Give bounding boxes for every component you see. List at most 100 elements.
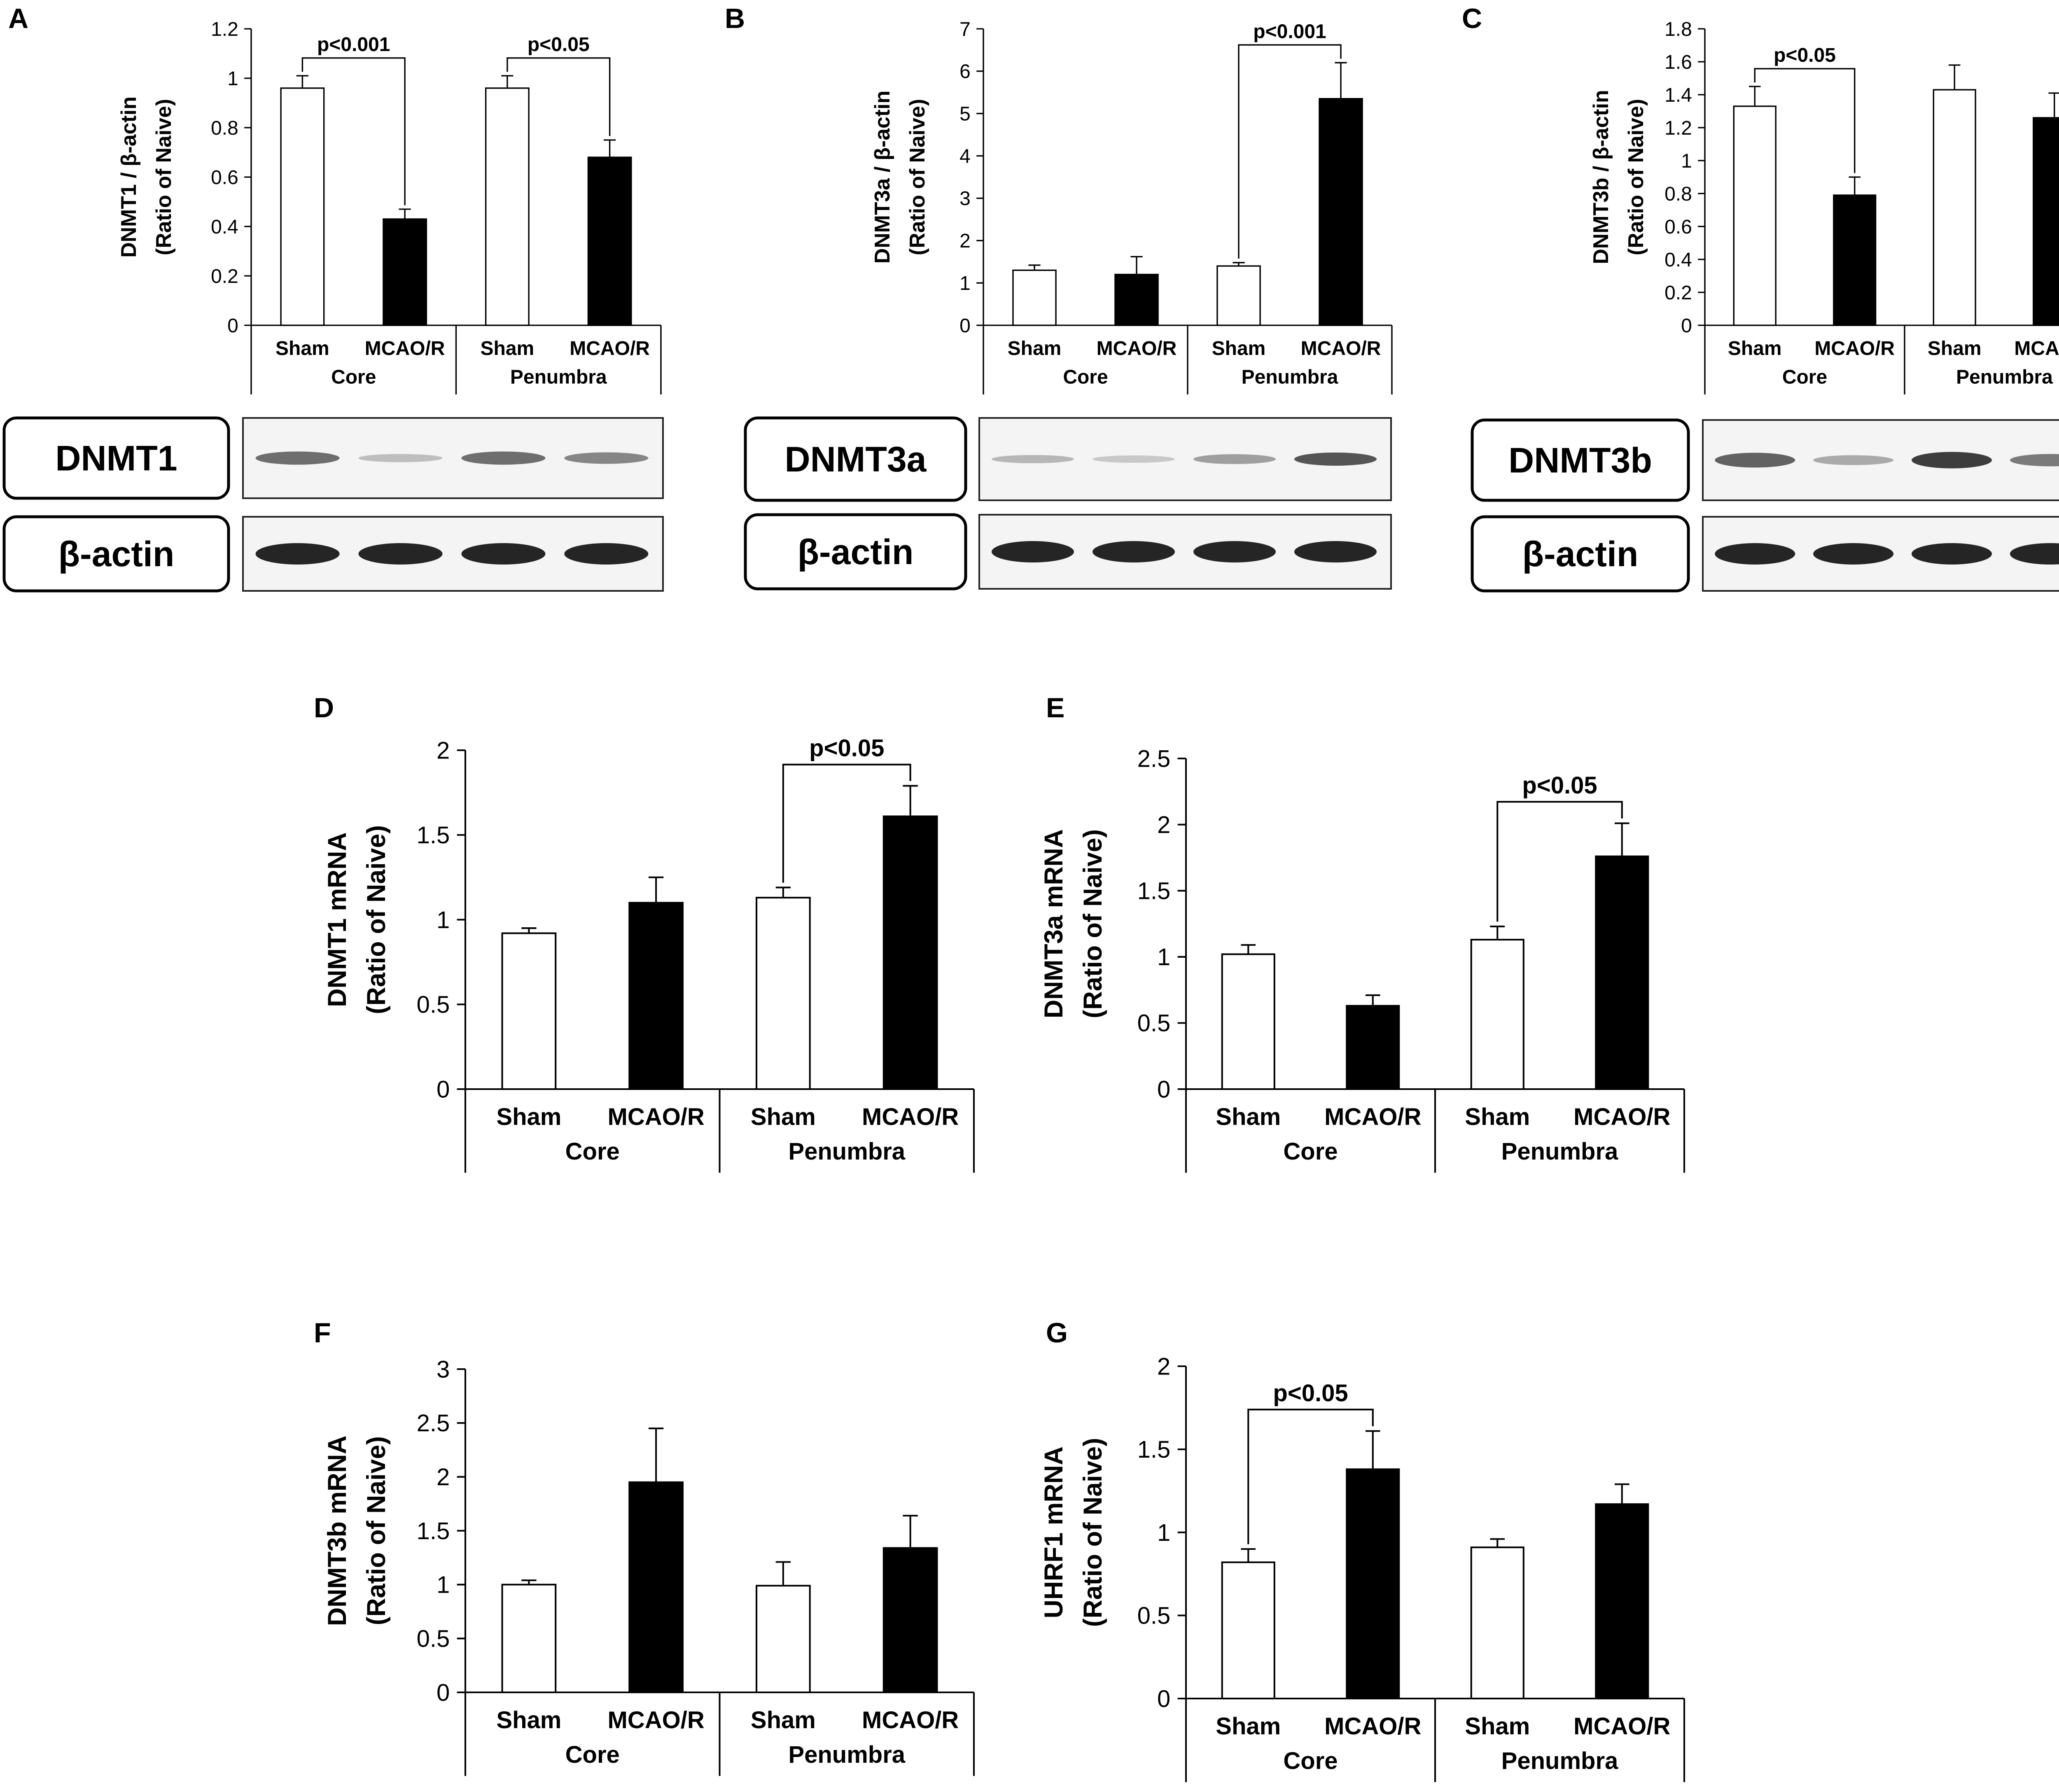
blot-band — [2010, 454, 2059, 467]
chart-f: 0 0.5 1 1.5 2 2.5 3 DNMT3b mRNA (Ratio of Naive)… — [323, 1356, 975, 1776]
blot-label-box — [744, 416, 967, 502]
y-axis-label: DNMT3b / β-actin — [1589, 90, 1613, 264]
y-axis-label: DNMT1 mRNA — [323, 832, 352, 1007]
y-tick-label: 2 — [1157, 1353, 1170, 1380]
blot-band — [1715, 453, 1795, 468]
blot-label-box — [1471, 515, 1690, 593]
blot-band — [1093, 455, 1175, 463]
bar-core-mcaor — [1346, 1005, 1400, 1090]
y-axis-label: (Ratio of Naive) — [1079, 829, 1107, 1018]
bar-penumbra-mcaor — [1319, 98, 1363, 326]
x-tick-label: Sham — [1008, 338, 1062, 359]
y-tick-label: 2 — [1157, 812, 1170, 838]
x-tick-label: MCAO/R — [1301, 338, 1381, 359]
x-tick-label: MCAO/R — [1097, 338, 1177, 359]
y-tick-label: 2 — [437, 737, 450, 764]
x-tick-label: Sham — [1928, 338, 1982, 359]
y-tick-label: 4 — [959, 145, 971, 167]
significance-label: p<0.05 — [1273, 1380, 1348, 1407]
group-label-core: Core — [331, 366, 376, 388]
blot-band — [255, 451, 340, 465]
significance-label: p<0.001 — [1253, 21, 1326, 42]
bar-core-sham — [1221, 953, 1275, 1090]
bar-penumbra-sham — [1470, 1546, 1524, 1700]
y-tick-label: 0.5 — [417, 1625, 450, 1652]
x-tick-label: Sham — [1216, 1713, 1281, 1740]
bar-penumbra-sham — [1216, 265, 1261, 326]
x-tick-label: Sham — [751, 1104, 816, 1130]
panel-letter-d: D — [314, 692, 334, 723]
significance-label: p<0.001 — [317, 34, 390, 56]
significance-bracket — [1247, 1409, 1374, 1545]
blot-label-beta-actin: β-actin — [1522, 534, 1639, 574]
y-tick-label: 1 — [437, 1572, 450, 1598]
x-tick-label: MCAO/R — [1573, 1713, 1670, 1740]
bar-penumbra-mcaor — [1595, 1503, 1649, 1700]
blot-label-box — [2, 416, 230, 500]
y-tick-label: 0 — [1157, 1076, 1170, 1103]
blot-band — [1093, 541, 1175, 562]
blot-band — [992, 541, 1074, 562]
group-label-penumbra: Penumbra — [788, 1138, 905, 1165]
bar-core-sham — [1733, 105, 1777, 326]
significance-bracket — [1238, 44, 1342, 259]
x-tick-label: Sham — [1216, 1104, 1281, 1130]
bar-core-mcaor — [383, 218, 427, 326]
x-tick-label: MCAO/R — [862, 1104, 959, 1130]
y-tick-label: 0.2 — [211, 266, 238, 287]
y-tick-label: 1 — [437, 907, 450, 933]
y-tick-label: 5 — [959, 103, 971, 125]
group-label-core: Core — [1283, 1748, 1338, 1774]
y-tick-label: 0 — [959, 315, 971, 337]
group-label-core: Core — [1063, 366, 1108, 388]
blot-band — [1912, 543, 1992, 565]
y-tick-label: 0 — [227, 315, 238, 337]
y-tick-label: 1 — [1157, 944, 1170, 971]
significance-bracket — [1496, 801, 1623, 922]
y-tick-label: 3 — [959, 188, 971, 210]
group-label-core: Core — [1782, 366, 1827, 388]
bar-core-sham — [1012, 269, 1057, 326]
blot-label-target: DNMT1 — [55, 439, 177, 478]
x-tick-label: MCAO/R — [1814, 338, 1895, 359]
blot-label-box — [2, 515, 230, 593]
bar-penumbra-mcaor — [1595, 855, 1649, 1090]
x-tick-label: MCAO/R — [570, 338, 650, 359]
x-tick-label: MCAO/R — [1324, 1104, 1421, 1130]
y-tick-label: 0.8 — [1664, 183, 1692, 205]
y-tick-label: 1.2 — [1664, 117, 1692, 139]
panel-letter-f: F — [314, 1317, 331, 1349]
y-tick-label: 0.4 — [1664, 249, 1692, 271]
significance-label: p<0.05 — [1522, 772, 1597, 799]
y-tick-label: 3 — [437, 1356, 450, 1383]
y-axis-label: (Ratio of Naive) — [152, 99, 175, 255]
x-tick-label: Sham — [751, 1707, 816, 1734]
blot-band — [1294, 541, 1377, 562]
y-tick-label: 0.8 — [211, 117, 238, 139]
y-axis-label: (Ratio of Naive) — [362, 1436, 391, 1625]
bar-penumbra-sham — [1933, 89, 1976, 326]
y-tick-label: 2.5 — [1137, 745, 1171, 772]
y-axis-label: DNMT3b mRNA — [323, 1435, 352, 1626]
blot-band — [1294, 453, 1377, 466]
bar-core-mcaor — [1114, 273, 1159, 326]
group-label-penumbra: Penumbra — [1242, 366, 1338, 388]
y-axis-label: UHRF1 mRNA — [1039, 1447, 1068, 1619]
y-axis-label: DNMT1 / β-actin — [117, 96, 140, 258]
y-axis-label: (Ratio of Naive) — [905, 99, 929, 255]
panel-letter-g: G — [1046, 1317, 1068, 1349]
x-tick-label: MCAO/R — [862, 1707, 959, 1734]
panel-letter-e: E — [1046, 692, 1065, 723]
blot-band — [358, 454, 443, 462]
x-tick-label: Sham — [1728, 338, 1782, 359]
y-axis-label: (Ratio of Naive) — [362, 825, 391, 1014]
group-label-core: Core — [565, 1741, 620, 1768]
group-label-penumbra: Penumbra — [1501, 1138, 1618, 1165]
y-tick-label: 0.5 — [1137, 1010, 1171, 1037]
significance-bracket — [507, 57, 611, 136]
blot-band — [2010, 543, 2059, 565]
y-tick-label: 7 — [959, 19, 971, 40]
y-tick-label: 1 — [1681, 150, 1692, 172]
bar-penumbra-mcaor — [882, 815, 938, 1090]
